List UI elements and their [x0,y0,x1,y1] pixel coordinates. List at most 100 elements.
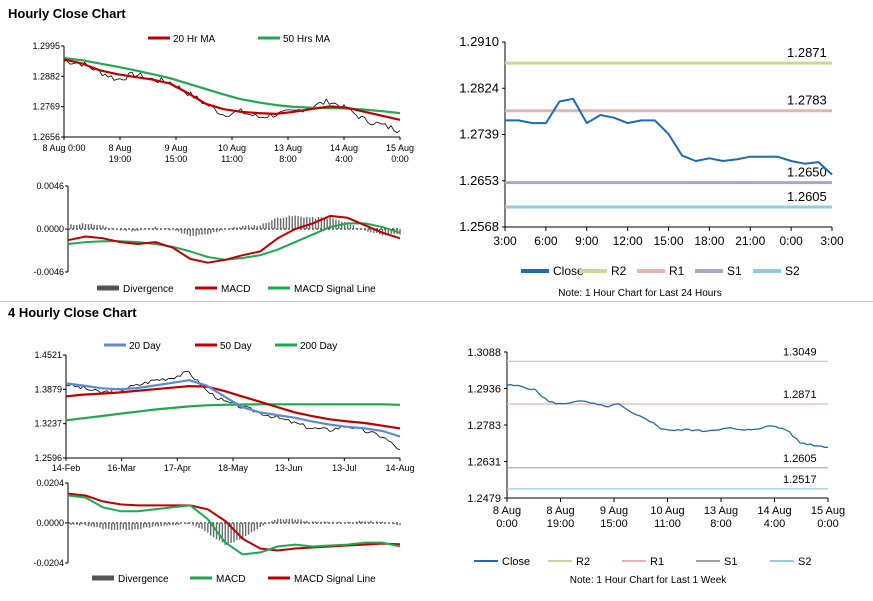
four-hourly-pivot-xtick-label: 10 Aug [650,505,684,517]
hourly-pivot-xtick-label: 0:00 [779,234,803,248]
hourly-price-ytick-label: 1.2656 [32,132,60,142]
four-hourly-price-ytick-label: 1.3879 [34,384,62,394]
four-hourly-pivot-xtick-label-2: 0:00 [496,518,517,530]
hourly-price-xtick-label: 8 Aug [108,143,131,153]
four-hourly-pivot-xtick-label: 8 Aug [493,505,521,517]
four-hourly-pivot-ytick-label: 1.2936 [467,384,501,396]
hourly-price-xtick-label-2: 8:00 [279,154,297,164]
hourly-price-xtick-label: 13 Aug [274,143,302,153]
hourly-pivot-legend-label: S2 [785,264,800,278]
hourly-macd-ytick-label: 0.0000 [36,224,64,234]
four-hourly-price-xtick-label: 18-May [218,463,249,473]
four-hourly-macd-line [67,494,401,556]
hourly-pivot-xtick-label: 18:00 [694,234,724,248]
four-hourly-price-xtick-label: 16-Mar [107,463,136,473]
four-hourly-pivot-xtick-label-2: 11:00 [654,518,681,530]
four-hourly-price-xtick-label: 13-Jul [332,463,357,473]
hourly-pivot-legend-label: Close [553,264,584,278]
hourly-price-xtick-label-2: 19:00 [109,154,132,164]
four-hourly-price-legend-label: 50 Day [220,341,252,352]
four-hourly-pivot-xtick-label-2: 0:00 [817,518,838,530]
hourly-macd-ytick-label: 0.0046 [36,181,64,191]
four-hourly-pivot-ytick-label: 1.2479 [467,493,501,505]
hourly-macd-legend-label: MACD Signal Line [294,284,376,295]
four-hourly-pivot-close-line [506,383,829,449]
four-hourly-macd-ytick-label: 0.0000 [36,518,64,528]
section-divider [0,301,873,302]
four-hourly-pivot-xtick-label: 15 Aug [811,505,845,517]
four-hourly-pivot-legend-label: S2 [798,556,811,568]
hourly-price-legend-label: 50 Hrs MA [283,34,331,45]
four-hourly-pivot-ytick-label: 1.2783 [467,420,501,432]
hourly-pivot-ytick-label: 1.2653 [459,173,499,188]
four-hourly-pivot-ytick-label: 1.2631 [467,457,501,469]
hourly-price-50ma-line [63,57,401,115]
four-hourly-macd-legend-label: MACD [216,574,245,585]
hourly-macd-signal-line [67,222,401,261]
hourly-price-xtick-label: 8 Aug 0:00 [42,143,85,153]
hourly-pivot-legend-label: R2 [611,264,627,278]
four-hourly-pivot-xtick-label: 8 Aug [546,505,574,517]
hourly-pivot-close-line [505,97,833,176]
hourly-pivot-level-label: 1.2783 [787,93,827,108]
hourly-pivot-xtick-label: 3:00 [820,234,844,248]
four-hourly-pivot-xtick-label: 14 Aug [757,505,791,517]
hourly-macd-line [67,214,401,264]
hourly-pivot-legend-label: R1 [669,264,685,278]
hourly-price-legend-label: 20 Hr MA [173,34,216,45]
hourly-price-20ma-line [63,58,401,121]
hourly-price-xtick-label-2: 11:00 [221,154,243,164]
hourly-pivot-xtick-label: 12:00 [613,234,643,248]
four-hourly-pivot-level-label: 1.3049 [783,346,817,358]
four-hourly-price-ytick-label: 1.3237 [34,419,62,429]
four-hourly-price-200day-line [65,403,401,422]
four-hourly-pivot-note: Note: 1 Hour Chart for Last 1 Week [570,575,728,586]
hourly-pivot-ytick-label: 1.2824 [459,80,499,95]
four-hourly-pivot-legend-label: S1 [724,556,737,568]
four-hourly-pivot-legend-label: R2 [576,556,590,568]
four-hourly-price-20day-line [65,379,401,438]
hourly-pivot-xtick-label: 6:00 [534,234,558,248]
four-hourly-pivot-level-label: 1.2517 [783,474,817,486]
four-hourly-price-close-line [65,370,401,451]
hourly-pivot-note: Note: 1 Hour Chart for Last 24 Hours [558,288,721,299]
hourly-price-xtick-label: 10 Aug [218,143,246,153]
four-hourly-price-xtick-label: 17-Apr [164,463,191,473]
four-hourly-macd-legend-label: MACD Signal Line [294,574,376,585]
four-hourly-section-title: 4 Hourly Close Chart [8,305,137,320]
hourly-pivot-xtick-label: 3:00 [493,234,517,248]
hourly-macd-ytick-label: -0.0046 [33,267,64,277]
hourly-pivot-xtick-label: 21:00 [735,234,765,248]
hourly-macd-legend-label: MACD [221,284,250,295]
four-hourly-pivot-xtick-label-2: 8:00 [710,518,731,530]
four-hourly-pivot-legend-label: Close [502,556,530,568]
hourly-price-xtick-label-2: 15:00 [165,154,188,164]
hourly-price-ytick-label: 1.2882 [32,71,60,81]
hourly-price-xtick-label: 9 Aug [164,143,187,153]
hourly-price-xtick-label: 15 Aug [386,143,414,153]
hourly-macd-legend-label: Divergence [123,284,174,295]
hourly-pivot-ytick-label: 1.2910 [459,34,499,49]
hourly-pivot-ytick-label: 1.2739 [459,127,499,142]
hourly-pivot-legend-label: S1 [727,264,742,278]
hourly-pivot-xtick-label: 9:00 [575,234,599,248]
hourly-price-ytick-label: 1.2995 [32,41,60,51]
four-hourly-macd-legend-label: Divergence [118,574,169,585]
hourly-price-xtick-label: 14 Aug [330,143,358,153]
hourly-pivot-level-label: 1.2650 [787,165,827,180]
four-hourly-macd-ytick-label: 0.0204 [36,478,64,488]
four-hourly-pivot-level-label: 1.2871 [783,389,817,401]
four-hourly-pivot-xtick-label: 9 Aug [600,505,628,517]
four-hourly-pivot-level-label: 1.2605 [783,453,817,465]
hourly-pivot-ytick-label: 1.2568 [459,219,499,234]
four-hourly-pivot-xtick-label-2: 19:00 [547,518,575,530]
four-hourly-pivot-ytick-label: 1.3088 [467,347,501,359]
hourly-pivot-level-label: 1.2871 [787,45,827,60]
hourly-pivot-level-label: 1.2605 [787,189,827,204]
four-hourly-price-xtick-label: 14-Aug [385,463,414,473]
hourly-price-xtick-label-2: 4:00 [335,154,353,164]
four-hourly-macd-ytick-label: -0.0204 [33,558,64,568]
four-hourly-price-legend-label: 20 Day [129,341,161,352]
four-hourly-price-ytick-label: 1.4521 [34,350,62,360]
